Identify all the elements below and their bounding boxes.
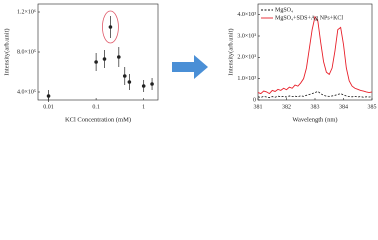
y-tick-label: 1.0×10³ <box>237 76 256 82</box>
x-tick-label: 0.1 <box>92 104 100 110</box>
arrow <box>172 55 208 79</box>
y-tick-label: 3.0×10³ <box>237 33 256 39</box>
legend-label: MgSO₄ <box>275 7 293 13</box>
x-axis-label: Wavelength (nm) <box>292 116 337 123</box>
plot-frame <box>37 3 159 101</box>
point <box>141 84 146 88</box>
series-line <box>257 91 373 99</box>
y-tick-label: 1.2×10⁶ <box>17 9 36 15</box>
point <box>102 57 107 61</box>
point <box>122 74 127 78</box>
y-axis-label: Intensity(arb.unit) <box>3 28 10 75</box>
figure: 4.0×10⁵ 8.0×10⁵ 1.2×10⁶ 0.01 0.1 1 KCl Concent… <box>3 3 377 123</box>
y-axis-label: Intensity(arb.unit) <box>227 28 234 75</box>
point <box>117 55 121 59</box>
point <box>127 80 132 84</box>
x-tick-label: 383 <box>311 104 320 110</box>
point <box>150 82 154 86</box>
x-tick-label: 384 <box>339 104 348 110</box>
legend-label: MgSO₄+SDS+Ag NPs+KCl <box>275 15 343 21</box>
highlight-circle <box>102 10 119 44</box>
point <box>46 94 51 98</box>
x-tick-label: 382 <box>282 104 291 110</box>
x-axis-label: KCl Concentration (mM) <box>65 116 131 123</box>
point <box>108 25 113 29</box>
x-tick-label: 0.01 <box>43 104 54 110</box>
y-tick-label: 4.0×10³ <box>237 12 256 18</box>
x-tick-label: 385 <box>368 104 377 110</box>
x-tick-label: 1 <box>142 104 145 110</box>
series-line <box>257 15 373 95</box>
y-tick-label: 8.0×10⁵ <box>17 49 36 55</box>
point <box>94 60 98 64</box>
x-tick-label: 381 <box>254 104 263 110</box>
y-tick-label: 2.0×10³ <box>237 55 256 61</box>
y-tick-label: 0 <box>253 97 256 103</box>
y-tick-label: 4.0×10⁵ <box>17 89 36 95</box>
